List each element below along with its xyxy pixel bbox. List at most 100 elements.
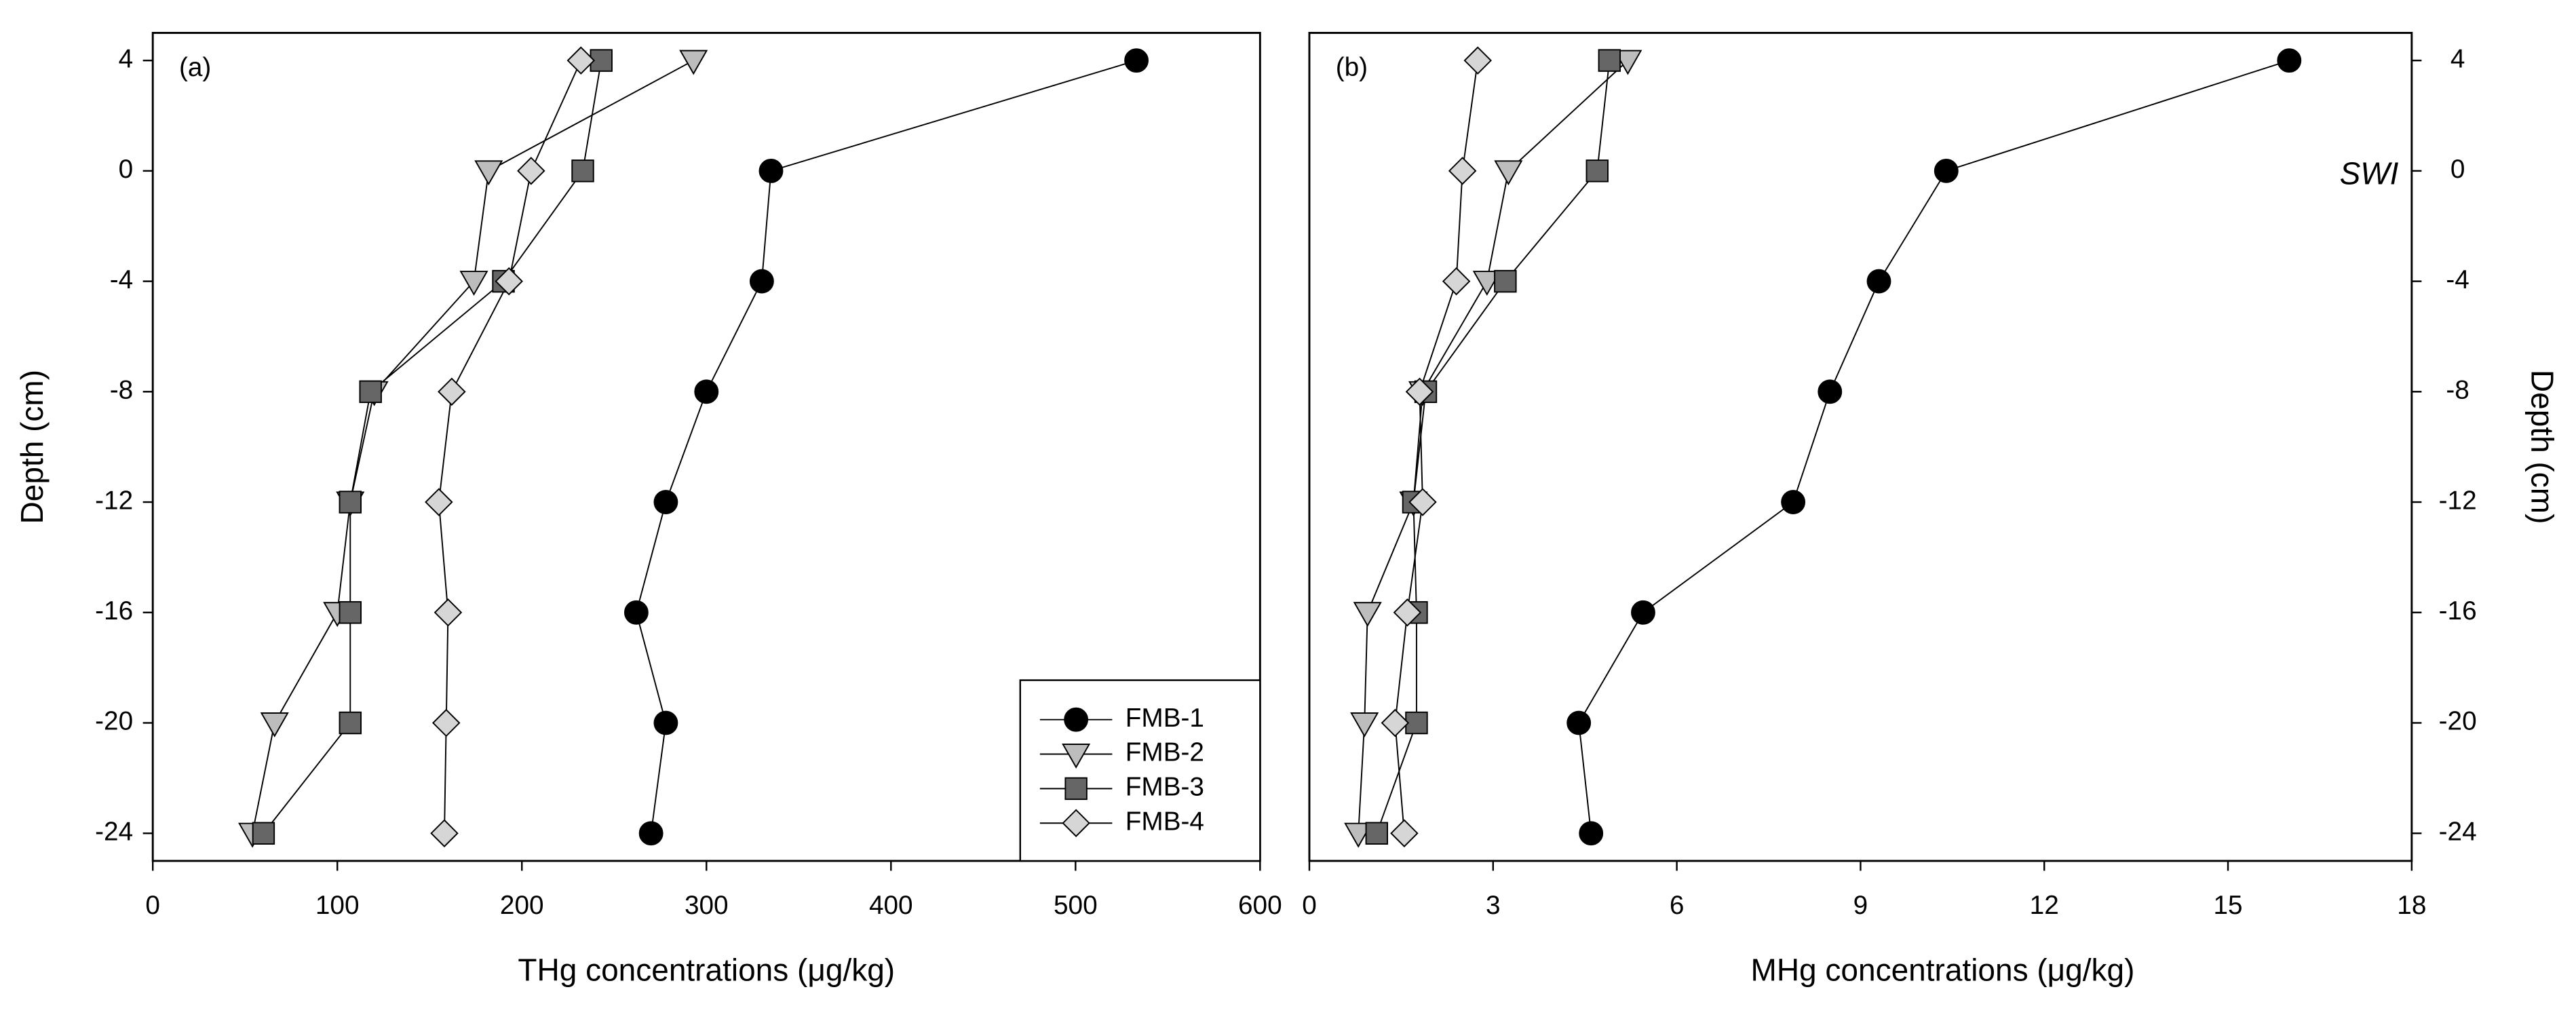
- marker: [1472, 271, 1501, 296]
- marker: [623, 600, 649, 625]
- marker: [339, 711, 362, 735]
- marker: [517, 157, 545, 185]
- y-tick-label: -16: [95, 596, 133, 626]
- legend-label: FMB-1: [1126, 704, 1204, 733]
- marker: [339, 601, 362, 624]
- marker: [1463, 46, 1492, 75]
- y-tick-label: 0: [2450, 155, 2465, 184]
- x-axis-label: THg concentrations (μg/kg): [518, 953, 895, 988]
- panel-label: (a): [179, 53, 211, 82]
- y-axis-label: Depth (cm): [14, 370, 50, 524]
- marker: [1442, 267, 1471, 296]
- marker: [1598, 49, 1621, 72]
- x-tick-label: 0: [145, 891, 160, 920]
- x-tick-label: 500: [1054, 891, 1098, 920]
- y-tick-label: -4: [110, 265, 133, 294]
- legend-label: FMB-2: [1126, 738, 1204, 767]
- x-tick-label: 12: [2030, 891, 2059, 920]
- x-tick-label: 100: [315, 891, 360, 920]
- y-tick-label: -20: [2439, 707, 2477, 736]
- y-tick-label: 4: [2450, 44, 2465, 73]
- marker: [1866, 269, 1891, 294]
- marker: [638, 821, 664, 846]
- marker: [1353, 602, 1382, 628]
- marker: [1585, 159, 1609, 183]
- series-line: [252, 60, 694, 834]
- marker: [260, 712, 289, 737]
- legend-marker: [1062, 809, 1090, 837]
- marker: [2277, 48, 2302, 73]
- marker: [1405, 377, 1434, 406]
- y-tick-label: 4: [119, 44, 134, 73]
- marker: [1566, 710, 1592, 735]
- y-tick-label: -12: [2439, 486, 2477, 515]
- plot-frame: [1308, 32, 2413, 862]
- marker: [679, 50, 708, 75]
- marker: [1818, 379, 1843, 404]
- marker: [566, 46, 596, 75]
- y-tick-label: -24: [2439, 817, 2477, 846]
- x-tick-label: 0: [1302, 891, 1317, 920]
- marker: [653, 710, 678, 735]
- marker: [1344, 822, 1373, 848]
- y-axis-label: Depth (cm): [2525, 370, 2560, 524]
- x-tick-label: 18: [2397, 891, 2426, 920]
- marker: [474, 160, 503, 186]
- marker: [1393, 598, 1422, 627]
- marker: [495, 267, 523, 296]
- x-tick-label: 300: [685, 891, 729, 920]
- x-tick-label: 600: [1238, 891, 1282, 920]
- y-tick-label: 0: [119, 155, 134, 184]
- marker: [459, 271, 488, 296]
- y-tick-label: -8: [110, 376, 133, 405]
- marker: [438, 377, 466, 406]
- series-line: [1394, 60, 1479, 834]
- marker: [1494, 269, 1517, 293]
- series-line: [1376, 60, 1611, 834]
- marker: [1124, 48, 1149, 73]
- marker: [653, 490, 678, 514]
- marker: [1448, 157, 1477, 185]
- legend-marker: [1062, 744, 1091, 769]
- marker: [1579, 821, 1604, 846]
- x-tick-label: 400: [869, 891, 913, 920]
- marker: [1934, 158, 1959, 183]
- marker: [1381, 708, 1410, 737]
- x-tick-label: 3: [1486, 891, 1501, 920]
- marker: [425, 488, 453, 516]
- marker: [1631, 600, 1655, 625]
- marker: [571, 159, 594, 183]
- marker: [431, 708, 461, 737]
- legend-label: FMB-4: [1126, 807, 1204, 836]
- x-tick-label: 200: [500, 891, 544, 920]
- marker: [749, 269, 774, 294]
- series-line: [1358, 60, 1629, 834]
- y-tick-label: -20: [95, 707, 133, 736]
- x-axis-label: MHg concentrations (μg/kg): [1751, 953, 2135, 988]
- marker: [1350, 712, 1379, 737]
- marker: [1408, 488, 1437, 516]
- marker: [694, 379, 719, 404]
- marker: [339, 491, 362, 514]
- series-line: [1578, 60, 2290, 834]
- marker: [1390, 819, 1419, 847]
- y-tick-label: -24: [95, 817, 133, 846]
- x-tick-label: 6: [1670, 891, 1685, 920]
- series-line: [263, 60, 602, 834]
- y-tick-label: -8: [2446, 376, 2469, 405]
- x-tick-label: 9: [1853, 891, 1868, 920]
- y-tick-label: -16: [2439, 596, 2477, 626]
- y-tick-label: -12: [95, 486, 133, 515]
- marker: [1405, 711, 1428, 735]
- annotation: SWI: [2340, 155, 2399, 191]
- legend-marker: [1064, 777, 1088, 801]
- legend-label: FMB-3: [1126, 773, 1204, 802]
- marker: [758, 158, 784, 183]
- marker: [430, 819, 459, 847]
- marker: [1781, 490, 1806, 514]
- series-line: [635, 60, 1137, 834]
- marker: [252, 822, 275, 845]
- y-tick-label: -4: [2446, 265, 2469, 294]
